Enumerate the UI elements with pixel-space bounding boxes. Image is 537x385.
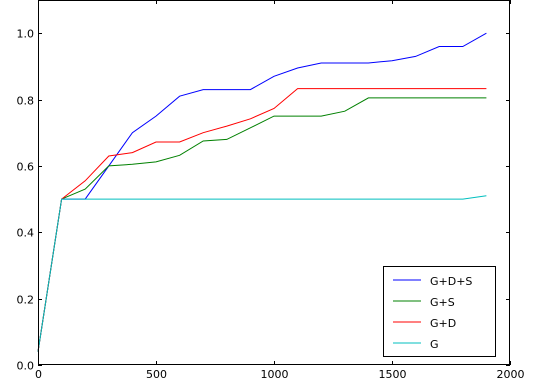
y-tick-label: 0.4 <box>17 227 35 240</box>
legend-label: G <box>430 338 439 351</box>
y-tick-label: 1.0 <box>17 28 35 41</box>
x-tick-label: 1000 <box>261 368 289 381</box>
legend-box <box>383 266 496 357</box>
series-line-g-d <box>37 88 487 352</box>
y-tick-label: 0.8 <box>17 95 35 108</box>
ticks-layer: 0 500 1000 1500 2000 0.0 0.2 0.4 0.6 0.8 1.0 <box>17 0 525 381</box>
x-tick-label: 500 <box>146 368 167 381</box>
series-line-g-d-s <box>37 32 487 352</box>
series-line-g-s <box>37 97 487 352</box>
legend-label: G+D <box>430 317 456 330</box>
legend: G+D+S G+S G+D G <box>383 266 496 357</box>
legend-label: G+S <box>430 296 455 309</box>
x-tick-label: 0 <box>35 368 42 381</box>
y-tick-label: 0.0 <box>17 360 35 373</box>
y-tick-label: 0.6 <box>17 161 35 174</box>
series-line-g <box>37 195 487 352</box>
x-tick-label: 2000 <box>497 368 525 381</box>
x-tick-label: 1500 <box>379 368 407 381</box>
series-layer <box>37 32 487 352</box>
legend-label: G+D+S <box>430 275 472 288</box>
y-tick-label: 0.2 <box>17 294 35 307</box>
